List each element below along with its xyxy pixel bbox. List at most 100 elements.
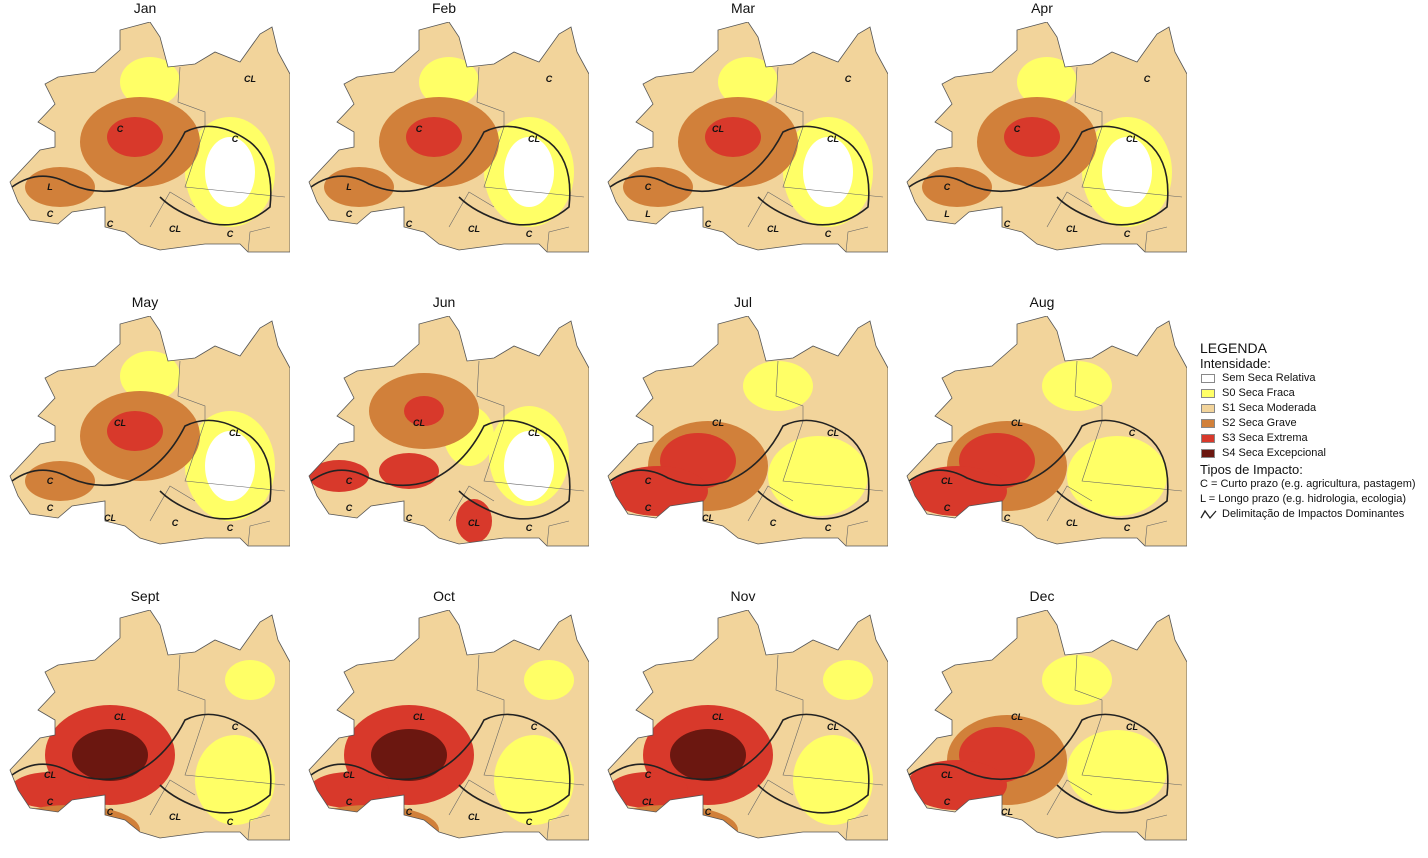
map-month-title: Apr	[1031, 0, 1053, 16]
impact-type-label: L	[645, 209, 651, 219]
impact-type-label: CL	[702, 513, 714, 523]
drought-zone-s4	[670, 729, 746, 781]
region-outline	[308, 22, 589, 253]
legend-intensity-classes: Sem Seca Relativa S0 Seca Fraca S1 Seca Mo…	[1200, 371, 1428, 461]
drought-zone-s4	[371, 729, 447, 781]
impact-type-label: CL	[827, 134, 839, 144]
impact-type-label: CL	[528, 134, 540, 144]
impact-type-label: CL	[343, 770, 355, 780]
drought-zone-s2	[25, 167, 95, 207]
impact-type-label: CL	[1126, 134, 1138, 144]
impact-type-label: CL	[104, 513, 116, 523]
legend-swatch	[1201, 434, 1215, 443]
state-borders	[747, 360, 884, 547]
legend-impact-long: L = Longo prazo (e.g. hidrologia, ecolog…	[1200, 493, 1406, 505]
impact-type-label: CL	[169, 224, 181, 234]
impact-type-label: C	[546, 74, 553, 84]
state-borders	[747, 654, 884, 841]
drought-zone-s3	[907, 466, 1007, 516]
impact-type-label: CL	[413, 418, 425, 428]
legend-delimitation-label: Delimitação de Impactos Dominantes	[1222, 508, 1405, 520]
impact-type-label: L	[47, 182, 53, 192]
impact-type-label: C	[416, 124, 423, 134]
legend-class-item: Sem Seca Relativa	[1200, 371, 1428, 386]
drought-zone-none	[205, 431, 255, 501]
map-month-title: Oct	[433, 588, 455, 604]
impact-delimitation-line	[908, 125, 1169, 226]
region-outline	[9, 316, 290, 547]
impact-delimitation-line	[310, 713, 571, 814]
map-panel-dec: Dec CL CL CL C CL	[897, 588, 1187, 858]
legend-swatch	[1201, 404, 1215, 413]
impact-delimitation-line	[11, 125, 272, 226]
impact-type-label: C	[1124, 229, 1131, 239]
impact-type-label: CL	[528, 428, 540, 438]
impact-type-label: CL	[468, 224, 480, 234]
impact-delimitation-line	[609, 419, 870, 520]
impact-type-label: L	[944, 209, 950, 219]
region-outline	[308, 316, 589, 547]
legend-impact-short: C = Curto prazo (e.g. agricultura, pasta…	[1200, 478, 1416, 490]
drought-zone-s0	[225, 660, 275, 700]
legend-delimitation: Delimitação de Impactos Dominantes	[1200, 507, 1428, 522]
impact-type-label: CL	[712, 124, 724, 134]
impact-type-label: C	[47, 209, 54, 219]
legend-class-label: Sem Seca Relativa	[1222, 372, 1316, 384]
drought-zone-s0	[1067, 730, 1167, 810]
drought-zone-s3	[406, 117, 462, 157]
state-borders	[448, 360, 585, 547]
drought-zone-s2	[25, 461, 95, 501]
drought-zone-none	[205, 137, 255, 207]
region-outline	[607, 316, 888, 547]
map-panel-apr: Apr C CL C L C CL C C	[897, 0, 1187, 270]
drought-zone-s0	[1017, 57, 1077, 107]
impact-delimitation-line	[609, 713, 870, 814]
state-borders	[1046, 66, 1183, 253]
impact-type-label: C	[825, 229, 832, 239]
impact-type-label: C	[645, 182, 652, 192]
legend-class-item: S2 Seca Grave	[1200, 416, 1428, 431]
impact-type-label: C	[531, 722, 538, 732]
drought-zone-s2	[623, 167, 693, 207]
impact-type-label: C	[1004, 219, 1011, 229]
drought-zone-none	[1102, 137, 1152, 207]
region-outline	[906, 610, 1187, 841]
impact-type-label: C	[645, 476, 652, 486]
region-outline	[607, 22, 888, 253]
map-month-title: Aug	[1029, 294, 1055, 310]
map-panel-nov: Nov CL CL C CL C	[598, 588, 888, 858]
region-outline	[9, 22, 290, 253]
drought-zone-s0	[718, 57, 778, 107]
legend-impact-title: Tipos de Impacto:	[1200, 462, 1303, 477]
impact-type-label: C	[227, 523, 234, 533]
map-month-title: May	[131, 294, 159, 310]
impact-delimitation-line	[11, 713, 272, 814]
impact-delimitation-line	[908, 419, 1169, 520]
map-month-title: Jan	[133, 0, 157, 16]
impact-type-label: C	[1004, 513, 1011, 523]
map-panel-may: May CL CL C C CL C C	[0, 294, 290, 564]
drought-zone-none	[504, 137, 554, 207]
impact-type-label: C	[232, 134, 239, 144]
impact-type-label: C	[227, 817, 234, 827]
impact-type-label: CL	[941, 476, 953, 486]
drought-zone-s2	[922, 167, 992, 207]
drought-zone-s0	[768, 436, 868, 516]
impact-type-label: C	[346, 476, 353, 486]
impact-type-label: CL	[114, 712, 126, 722]
impact-type-label: CL	[712, 712, 724, 722]
drought-map: CL C CL C C CL C	[9, 610, 290, 841]
state-borders	[747, 66, 884, 253]
impact-type-label: CL	[244, 74, 256, 84]
legend-class-label: S4 Seca Excepcional	[1222, 447, 1326, 459]
map-panel-oct: Oct CL C CL C C CL C	[299, 588, 589, 858]
drought-zone-s4	[72, 729, 148, 781]
impact-type-label: C	[107, 807, 114, 817]
drought-zone-s3	[379, 453, 439, 489]
map-panel-jul: Jul CL CL C C CL C C	[598, 294, 888, 564]
impact-type-label: C	[47, 797, 54, 807]
drought-map: CL CL C C C CL C	[308, 316, 589, 547]
impact-type-label: CL	[114, 418, 126, 428]
impact-type-label: C	[1124, 523, 1131, 533]
drought-zone-s3	[1004, 117, 1060, 157]
